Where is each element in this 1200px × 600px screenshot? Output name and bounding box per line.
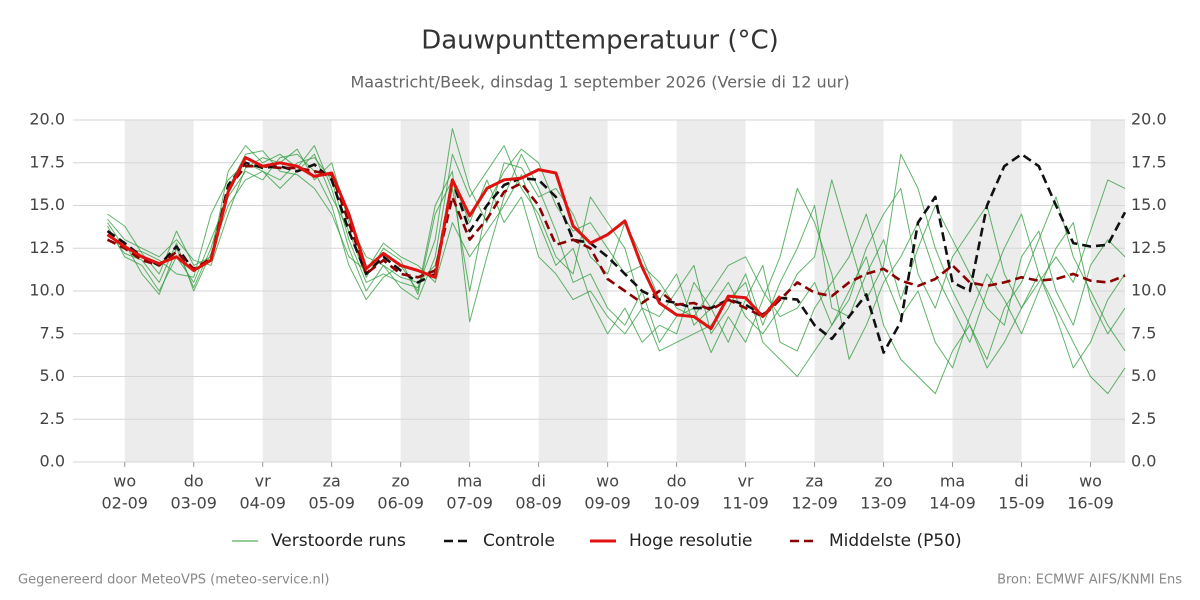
y2-tick-label: 10.0 [1131,281,1167,300]
legend-label: Middelste (P50) [829,531,962,551]
y2-tick-label: 17.5 [1131,152,1167,171]
ensemble-line [107,153,1126,395]
y-tick-label: 5.0 [40,366,65,385]
x-tick-label: 02-09 [101,494,148,513]
x-tick-label: 12-09 [791,494,838,513]
footer-left: Gegenereerd door MeteoVPS (meteo-service… [18,573,329,588]
y-tick-label: 0.0 [40,452,65,471]
x-tick-label: wo [1079,472,1102,491]
x-tick-label: 10-09 [653,494,700,513]
x-tick-label: 08-09 [515,494,562,513]
x-tick-label: 09-09 [584,494,631,513]
chart-subtitle: Maastricht/Beek, dinsdag 1 september 202… [350,73,849,92]
y2-tick-label: 7.5 [1131,323,1156,342]
legend-label: Controle [483,531,555,551]
x-tick-label: di [531,472,546,491]
legend-label: Hoge resolutie [629,531,753,551]
x-tick-label: 05-09 [308,494,355,513]
y2-tick-label: 2.5 [1131,409,1156,428]
y2-tick-label: 15.0 [1131,195,1167,214]
y2-tick-label: 12.5 [1131,238,1167,257]
y2-tick-label: 5.0 [1131,366,1156,385]
y-tick-label: 7.5 [40,323,65,342]
y2-tick-label: 20.0 [1131,110,1167,129]
series-line [106,156,782,331]
x-tick-label: do [667,472,687,491]
y-tick-label: 17.5 [29,152,65,171]
y-tick-label: 20.0 [29,110,65,129]
x-tick-label: 06-09 [377,494,424,513]
legend-label: Verstoorde runs [271,531,406,551]
x-tick-label: vr [255,472,271,491]
x-tick-label: 15-09 [998,494,1045,513]
x-tick-label: wo [113,472,136,491]
x-tick-label: ma [457,472,482,491]
x-tick-label: ma [940,472,965,491]
x-tick-label: 14-09 [929,494,976,513]
x-tick-label: wo [596,472,619,491]
y2-tick-label: 0.0 [1131,452,1156,471]
x-tick-label: zo [874,472,892,491]
x-tick-label: di [1014,472,1029,491]
x-tick-label: 11-09 [722,494,769,513]
x-tick-label: 13-09 [860,494,907,513]
y-tick-label: 2.5 [40,409,65,428]
series-line [106,152,1127,354]
y-tick-label: 15.0 [29,195,65,214]
y-tick-label: 10.0 [29,281,65,300]
x-tick-label: 16-09 [1067,494,1114,513]
ensemble-line [107,128,1126,360]
y-tick-label: 12.5 [29,238,65,257]
ensemble-line [107,153,1126,369]
x-tick-label: zo [392,472,410,491]
x-tick-label: 03-09 [170,494,217,513]
x-tick-label: 04-09 [239,494,286,513]
x-tick-label: vr [738,472,754,491]
series-line [106,164,1126,318]
x-tick-label: do [184,472,204,491]
x-tick-label: za [805,472,823,491]
chart-title: Dauwpunttemperatuur (°C) [421,26,779,56]
ensemble-line [107,145,1126,335]
footer-right: Bron: ECMWF AIFS/KNMI Ens [997,573,1182,588]
x-tick-label: 07-09 [446,494,493,513]
x-tick-label: za [323,472,341,491]
